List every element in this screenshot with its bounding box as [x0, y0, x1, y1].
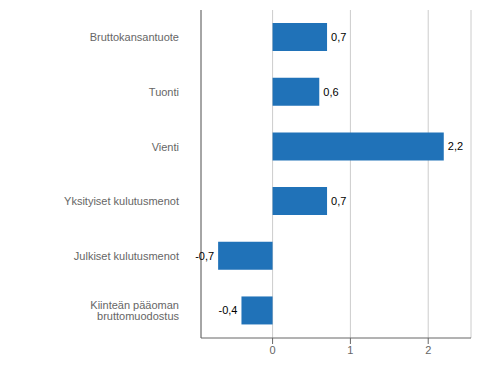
svg-text:Yksityiset kulutusmenot: Yksityiset kulutusmenot	[64, 195, 179, 207]
svg-text:Tuonti: Tuonti	[149, 86, 179, 98]
svg-text:2,2: 2,2	[448, 140, 463, 152]
svg-text:0,7: 0,7	[331, 31, 346, 43]
svg-text:0: 0	[270, 344, 276, 356]
svg-text:Kiinteän pääomanbruttomuodostu: Kiinteän pääomanbruttomuodostus	[90, 299, 179, 322]
svg-text:Bruttokansantuote: Bruttokansantuote	[90, 31, 179, 43]
svg-text:-0,4: -0,4	[218, 304, 237, 316]
svg-text:1: 1	[347, 344, 353, 356]
svg-text:2: 2	[425, 344, 431, 356]
svg-text:0,6: 0,6	[323, 86, 338, 98]
svg-text:-0,7: -0,7	[195, 250, 214, 262]
svg-text:Vienti: Vienti	[152, 141, 179, 153]
svg-text:0,7: 0,7	[331, 195, 346, 207]
svg-text:Julkiset kulutusmenot: Julkiset kulutusmenot	[74, 250, 179, 262]
